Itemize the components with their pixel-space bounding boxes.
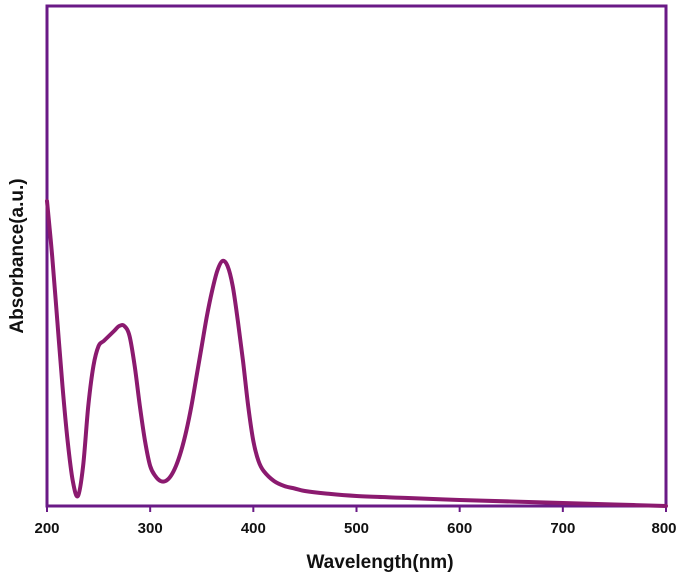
x-tick-label: 500 xyxy=(344,520,369,537)
x-tick-label: 200 xyxy=(34,520,59,537)
x-axis-title: Wavelength(nm) xyxy=(306,552,453,573)
x-tick-label: 800 xyxy=(651,520,676,537)
absorbance-series-line xyxy=(45,199,668,508)
x-axis-tick-labels: 200 300 400 500 600 700 800 xyxy=(34,520,676,537)
x-tick-label: 600 xyxy=(447,520,472,537)
x-tick-label: 700 xyxy=(550,520,575,537)
y-axis-title: Absorbance(a.u.) xyxy=(7,178,28,333)
plot-frame xyxy=(45,4,668,508)
x-tick-label: 300 xyxy=(138,520,163,537)
x-tick-label: 400 xyxy=(241,520,266,537)
